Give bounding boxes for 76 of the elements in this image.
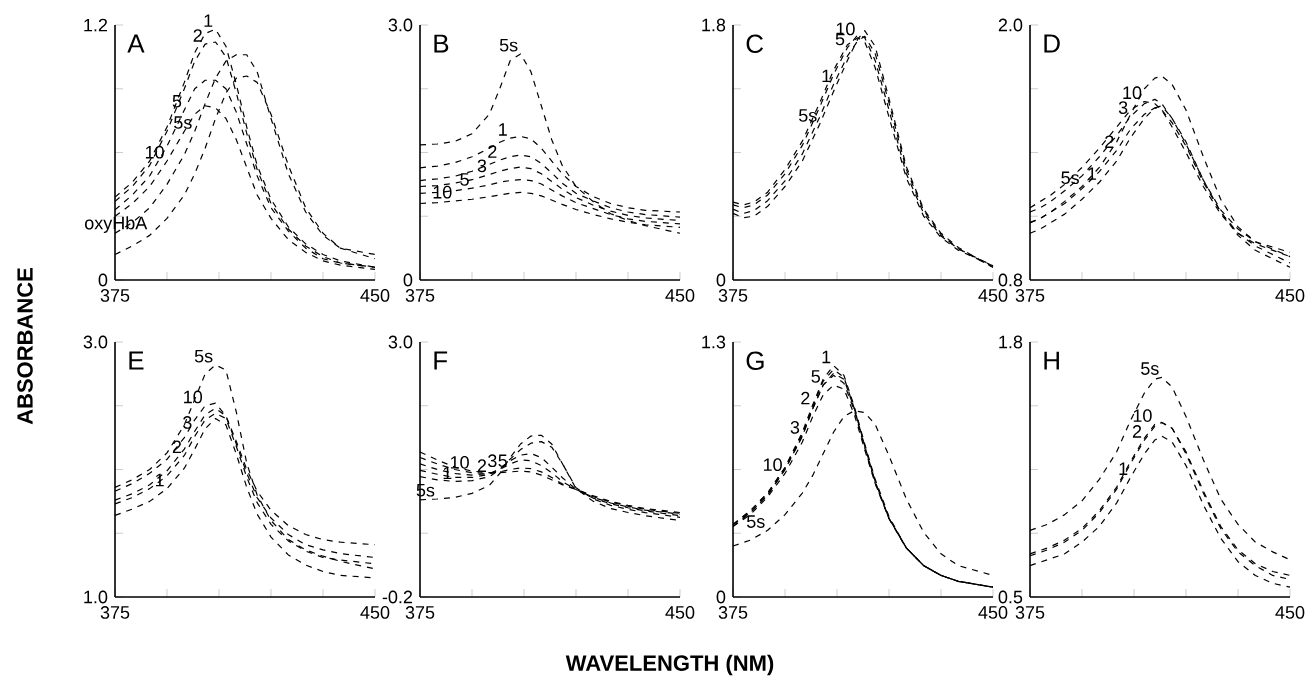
- x-tick-label: 450: [1275, 289, 1305, 302]
- series-label: 3: [790, 421, 800, 434]
- y-axis-title: ABSORBANCE: [17, 268, 33, 425]
- x-tick-label: 375: [405, 289, 435, 302]
- chart-title: F: [434, 351, 448, 370]
- x-tick-label: 375: [1015, 289, 1045, 302]
- y-tick-label: 1.8: [702, 18, 726, 32]
- y-tick-label: 1.3: [702, 335, 726, 349]
- chart-title: H: [1044, 351, 1059, 370]
- chart-title: D: [1044, 34, 1060, 53]
- x-tick-label: 375: [718, 606, 748, 619]
- chart-title: A: [127, 34, 145, 53]
- x-tick-label: 375: [718, 289, 748, 302]
- series-label: 2: [477, 459, 487, 472]
- series-label: 2: [193, 29, 202, 42]
- y-tick-label: 0: [716, 590, 726, 604]
- series-label: 3: [477, 159, 487, 173]
- series-label: 5s: [1141, 362, 1159, 375]
- chart-title: G: [746, 351, 764, 371]
- series-label: 5: [460, 173, 469, 186]
- chart-title: C: [746, 34, 764, 54]
- x-tick-label: 450: [1275, 606, 1305, 619]
- series-label: 1: [822, 350, 831, 364]
- x-tick-label: 375: [100, 289, 130, 302]
- y-tick-label: 3.0: [83, 335, 108, 349]
- x-tick-label: 375: [100, 606, 130, 619]
- series-label: 5s: [798, 109, 817, 122]
- series-label: 10: [1123, 86, 1142, 100]
- x-tick-label: 450: [978, 606, 1008, 619]
- series-label: 5: [172, 95, 182, 108]
- chart-title: E: [129, 351, 144, 370]
- series-label: 1: [1088, 167, 1097, 180]
- x-tick-label: 450: [978, 289, 1008, 302]
- series-label: 10: [184, 390, 203, 404]
- series-label: 5: [811, 370, 820, 383]
- y-tick-label: 2.0: [998, 18, 1023, 32]
- series-label: 2: [801, 391, 810, 405]
- x-tick-label: 375: [1015, 606, 1045, 619]
- series-label: 10: [450, 455, 469, 469]
- y-tick-label: 0.5: [998, 590, 1023, 604]
- series-label: 5s: [174, 116, 192, 129]
- series-label: 3: [183, 416, 192, 429]
- series-label: 1: [822, 69, 831, 83]
- y-tick-label: 1.2: [84, 18, 108, 32]
- series-label: 2: [172, 440, 182, 454]
- x-tick-label: 375: [405, 606, 435, 619]
- y-tick-label: 0.8: [998, 273, 1023, 287]
- series-label: 1: [499, 123, 507, 136]
- series-label: 3: [488, 454, 497, 468]
- y-tick-label: 1.8: [999, 335, 1023, 349]
- series-label: 2: [488, 145, 497, 158]
- series-label: 5s: [746, 515, 765, 528]
- series-label: 1: [204, 14, 213, 27]
- x-tick-label: 450: [665, 289, 695, 302]
- series-label: 5s: [1061, 171, 1079, 185]
- series-label: 1: [1119, 462, 1128, 475]
- series-label: 3: [1118, 101, 1128, 114]
- series-label: 5s: [499, 38, 518, 52]
- series-label: 10: [1133, 409, 1152, 422]
- y-tick-label: 0: [98, 273, 108, 287]
- x-tick-label: 450: [360, 289, 390, 302]
- x-tick-label: 450: [665, 606, 695, 619]
- series-label: 10: [433, 185, 452, 199]
- series-label: 2: [1105, 135, 1114, 148]
- series-label: 2: [1132, 425, 1142, 438]
- x-tick-label: 450: [360, 606, 390, 619]
- chart-title: B: [434, 34, 449, 53]
- series-label: 10: [763, 458, 782, 472]
- y-tick-label: 0: [716, 273, 726, 287]
- y-tick-label: 3.0: [388, 18, 413, 32]
- y-tick-label: 1.0: [84, 590, 108, 604]
- x-axis-title: WAVELENGTH (NM): [565, 654, 774, 676]
- y-tick-label: 0: [403, 273, 413, 287]
- y-tick-label: -0.2: [382, 590, 413, 604]
- y-tick-label: 3.0: [388, 335, 413, 349]
- series-label: 5s: [194, 349, 213, 363]
